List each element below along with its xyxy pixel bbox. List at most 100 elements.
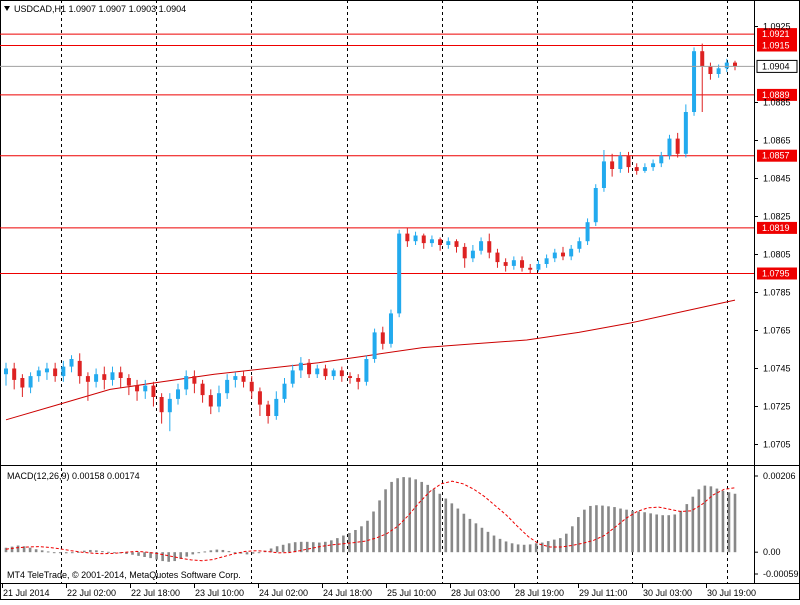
- candle: [700, 43, 705, 112]
- candle: [176, 383, 181, 405]
- candle: [118, 366, 123, 388]
- candle: [282, 378, 287, 403]
- candle-body: [216, 393, 221, 407]
- candle: [200, 379, 205, 403]
- macd-bar: [504, 541, 508, 553]
- triangle-down-icon[interactable]: [4, 6, 10, 11]
- candle: [323, 364, 328, 380]
- candle-body: [110, 372, 115, 380]
- candle: [388, 309, 393, 348]
- price-tick-8: 1.0745: [763, 364, 791, 374]
- candle-body: [618, 155, 623, 169]
- macd-bar: [558, 538, 562, 553]
- macd-bar: [58, 552, 62, 554]
- macd-bar: [613, 507, 616, 553]
- candle-body: [438, 239, 443, 245]
- candle: [544, 254, 549, 268]
- candle: [356, 374, 361, 390]
- candle-body: [323, 368, 328, 377]
- price-tick-7: 1.0765: [763, 326, 791, 336]
- level-label-3: 1.0857: [762, 151, 790, 161]
- candle-body: [462, 246, 467, 259]
- macd-bar: [571, 526, 574, 553]
- candle-body: [159, 397, 164, 413]
- candle-body: [20, 378, 25, 388]
- macd-bar: [233, 552, 237, 554]
- time-label-9: 29 Jul 11:00: [579, 588, 627, 598]
- horizontal-levels-layer: 1.0921 1.0915 1.0889 1.0857 1.0819 1.0795: [0, 28, 797, 280]
- candle-body: [724, 62, 729, 69]
- macd-bar: [305, 541, 309, 553]
- candle: [348, 372, 353, 384]
- macd-bar: [330, 540, 333, 553]
- candle: [405, 227, 410, 247]
- candle-body: [388, 313, 393, 344]
- macd-bar: [52, 552, 56, 554]
- level-label-2: 1.0889: [762, 90, 790, 100]
- price-tick-10: 1.0705: [763, 440, 791, 450]
- candle: [184, 370, 189, 396]
- candle: [503, 258, 508, 272]
- price-axis-ticks: 1.0925 1.0885 1.0865 1.0845 1.0825 1.0805 1.07…: [754, 22, 791, 450]
- macd-bar: [679, 510, 683, 553]
- candle: [560, 246, 565, 261]
- candle-body: [184, 376, 189, 390]
- candle: [159, 393, 164, 424]
- candle-body: [372, 332, 377, 359]
- macd-bar: [215, 549, 219, 553]
- macd-bar: [354, 529, 357, 553]
- candle: [298, 357, 303, 378]
- candle-body: [118, 372, 123, 378]
- time-label-6: 25 Jul 10:00: [387, 588, 436, 598]
- macd-bar: [227, 551, 231, 553]
- candle: [470, 245, 475, 263]
- level-tag-3: [757, 149, 797, 162]
- moving-average-layer: [5, 299, 736, 421]
- candle-body: [69, 359, 74, 367]
- macd-bar: [456, 508, 460, 553]
- macd-bar: [191, 552, 195, 555]
- macd-bar: [143, 552, 146, 557]
- candle: [307, 359, 312, 378]
- candle: [315, 364, 320, 378]
- candle: [552, 248, 557, 263]
- macd-bar: [40, 550, 44, 553]
- time-label-3: 23 Jul 10:00: [195, 588, 244, 598]
- macd-bar: [691, 496, 695, 553]
- candle-body: [77, 360, 82, 377]
- time-axis-labels: 21 Jul 2014 22 Jul 02:00 22 Jul 18:00 23 Ju…: [2, 584, 756, 598]
- macd-bar: [155, 552, 158, 560]
- macd-bar: [655, 514, 658, 553]
- macd-bar: [149, 552, 152, 559]
- candle-body: [601, 161, 606, 188]
- level-label-4: 1.0819: [762, 223, 790, 233]
- candle: [339, 366, 344, 382]
- candle: [495, 248, 500, 268]
- macd-bar: [372, 511, 375, 553]
- candle: [135, 379, 140, 401]
- macd-bar: [28, 547, 32, 553]
- price-tick-0: 1.0925: [763, 22, 791, 32]
- candle-body: [479, 241, 484, 251]
- candle: [331, 368, 336, 380]
- macd-bar: [245, 552, 249, 555]
- candle-body: [307, 362, 312, 375]
- candle: [36, 366, 41, 382]
- level-label-5: 1.0795: [762, 269, 790, 279]
- time-label-5: 24 Jul 18:00: [323, 588, 372, 598]
- macd-bar: [408, 477, 411, 553]
- macd-bar: [715, 488, 719, 553]
- price-tick-2: 1.0865: [763, 136, 791, 146]
- macd-bar: [595, 505, 598, 553]
- candle: [12, 362, 17, 390]
- candle: [675, 132, 680, 158]
- time-label-2: 22 Jul 18:00: [131, 588, 180, 598]
- macd-histogram-layer: [4, 477, 737, 562]
- candle: [143, 379, 148, 399]
- candle: [372, 328, 377, 363]
- candle-body: [331, 370, 336, 377]
- macd-bar: [299, 541, 303, 553]
- candle: [110, 366, 115, 386]
